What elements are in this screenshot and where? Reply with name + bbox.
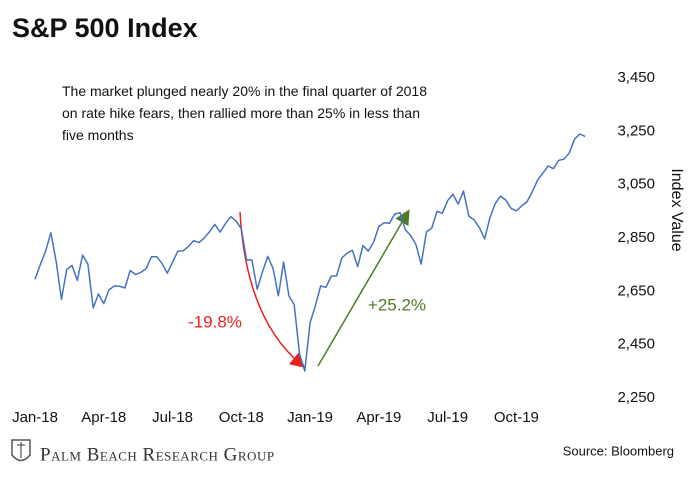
x-tick-label: Jul-18 — [152, 409, 193, 426]
rally-arrow — [317, 209, 410, 367]
y-axis-label: Index Value — [668, 168, 685, 251]
x-tick-label: Jul-19 — [427, 409, 468, 426]
x-tick-label: Jan-19 — [287, 409, 333, 426]
y-tick-label: 3,250 — [617, 122, 655, 139]
y-tick-label: 2,250 — [617, 389, 655, 406]
y-tick-label: 3,450 — [617, 69, 655, 86]
x-tick-label: Jan-18 — [12, 409, 58, 426]
decline-label: -19.8% — [188, 312, 242, 331]
x-tick-label: Oct-19 — [494, 409, 539, 426]
brand: Palm Beach Research Group — [40, 444, 275, 465]
source: Source: Bloomberg — [563, 443, 674, 458]
logo — [11, 439, 31, 462]
chart-title: S&P 500 Index — [12, 13, 198, 43]
x-tick-label: Oct-18 — [219, 409, 264, 426]
decline-arrow — [239, 211, 306, 368]
x-tick-label: Apr-19 — [356, 409, 401, 426]
rally-label: +25.2% — [368, 295, 426, 314]
x-tick-label: Apr-18 — [81, 409, 126, 426]
y-tick-label: 2,650 — [617, 282, 655, 299]
index-line — [34, 133, 586, 372]
y-tick-label: 2,450 — [617, 336, 655, 353]
y-tick-label: 3,050 — [617, 176, 655, 193]
note: The market plunged nearly 20% in the fin… — [62, 83, 427, 143]
y-tick-label: 2,850 — [617, 229, 655, 246]
